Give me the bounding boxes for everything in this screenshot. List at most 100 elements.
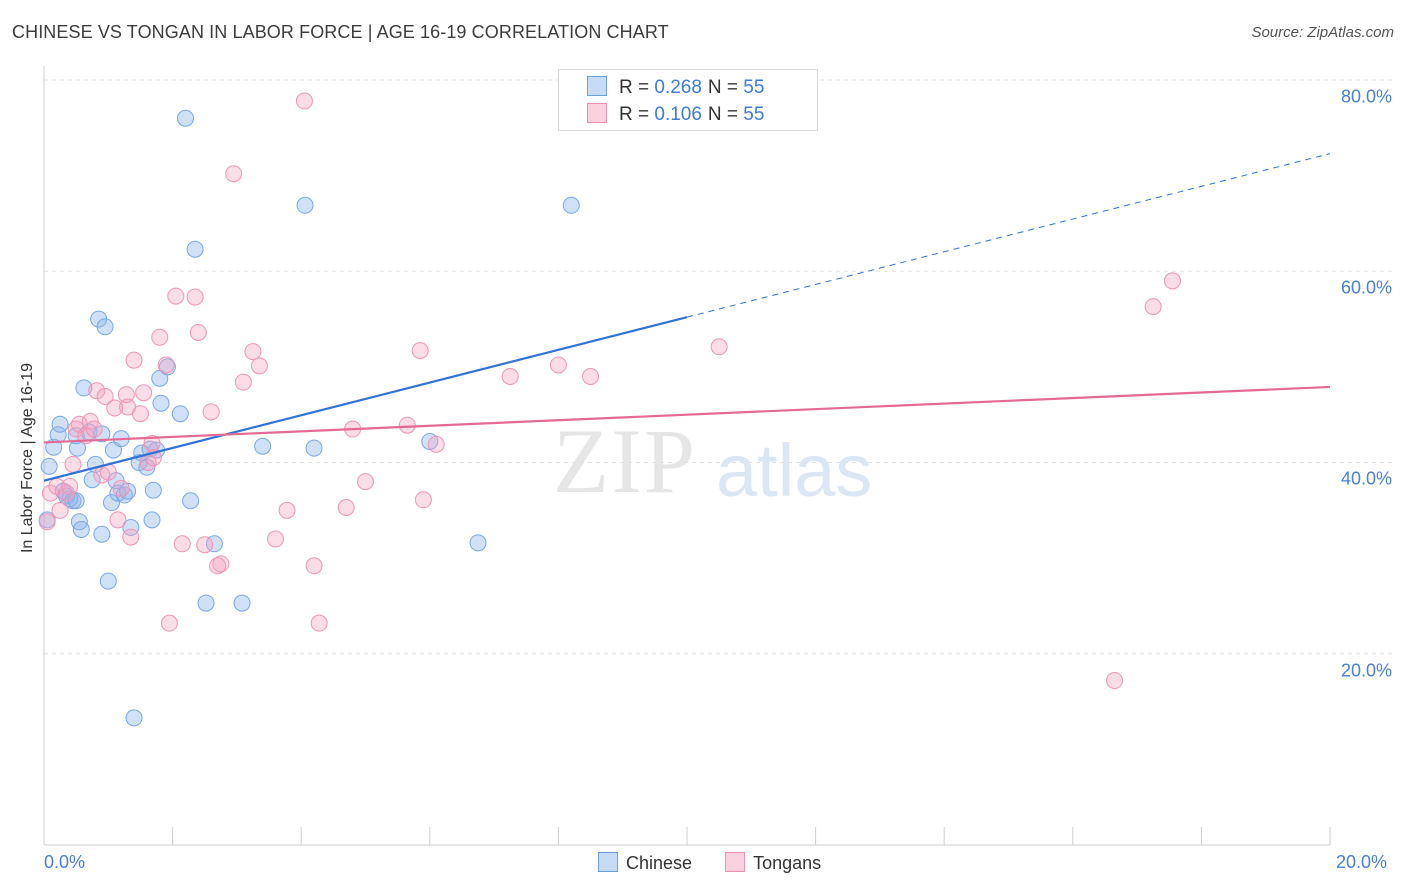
tongans-point (51, 501, 69, 519)
chinese-point (469, 534, 487, 552)
chinese-point (61, 490, 79, 508)
chinese-point (233, 594, 251, 612)
tongans-trend-line (43, 385, 1331, 444)
tongans-point (1163, 272, 1181, 290)
tongans-point (266, 530, 284, 548)
tongans-point (549, 356, 567, 374)
tongans-point (85, 420, 103, 438)
tongans-point (189, 323, 207, 341)
stats-legend: R = 0.268 N = 55 R = 0.106 N = 55 (558, 69, 818, 131)
tongans-point (398, 416, 416, 434)
tongans-point (357, 473, 374, 491)
chinese-point (186, 240, 204, 258)
legend-item-chinese[interactable]: Chinese (598, 852, 693, 873)
tongans-point (202, 403, 220, 421)
chinese-trend-line (43, 316, 688, 482)
tongans-point (196, 536, 214, 554)
tongans-point (212, 555, 230, 573)
watermark-atlas: atlas (716, 429, 873, 512)
watermark-zip: ZIP (553, 410, 697, 512)
tongans-point (244, 343, 262, 361)
chinese-point (254, 437, 272, 455)
legend-item-tongans[interactable]: Tongans (725, 852, 822, 873)
tongans-swatch (725, 852, 746, 872)
tongans-point (67, 420, 85, 438)
chinese-point (152, 394, 170, 412)
tongans-point (427, 435, 445, 453)
r-label: R = (619, 104, 655, 125)
chinese-point (296, 196, 314, 214)
chinese-point (182, 492, 200, 510)
x-tick-label-min: 0.0% (44, 852, 86, 872)
chinese-point (562, 196, 580, 214)
x-tick-label-max: 20.0% (1336, 852, 1388, 872)
tongans-point (305, 557, 323, 575)
legend-row-tongans: R = 0.106 N = 55 (587, 103, 764, 126)
chinese-point (96, 318, 114, 336)
tongans-point (209, 557, 227, 575)
tongans-point (143, 434, 161, 452)
y-tick-label-60: 60.0% (1340, 277, 1392, 298)
tongans-point (125, 351, 143, 369)
tongans-point (160, 614, 178, 632)
chinese-swatch (587, 76, 607, 96)
tongans-point (135, 384, 153, 402)
chinese-point (75, 379, 93, 397)
n-label: N = (707, 77, 744, 98)
n-label: N = (707, 104, 744, 125)
chart-title: CHINESE VS TONGAN IN LABOR FORCE | AGE 1… (12, 22, 669, 42)
r-label: R = (619, 77, 655, 98)
chinese-point (40, 457, 58, 475)
tongans-n-value: 55 (743, 104, 765, 125)
chinese-r-value: 0.268 (654, 77, 702, 98)
tongans-point (151, 328, 169, 346)
chinese-point (197, 594, 215, 612)
tongans-r-value: 0.106 (654, 104, 702, 125)
chinese-n-value: 55 (743, 77, 765, 98)
tongans-point (157, 356, 175, 374)
tongans-point (234, 373, 252, 391)
chinese-point (125, 709, 143, 727)
chinese-point (51, 415, 69, 433)
chinese-point (171, 405, 189, 423)
tongans-point (106, 399, 124, 417)
legend-label-chinese: Chinese (626, 853, 693, 873)
tongans-point (112, 479, 130, 497)
tongans-point (250, 357, 268, 375)
tongans-point (295, 92, 313, 110)
tongans-point (1144, 298, 1162, 316)
chart-source: Source: ZipAtlas.com (1251, 24, 1394, 41)
legend-label-tongans: Tongans (753, 853, 822, 873)
tongans-point (710, 338, 728, 356)
tongans-point (122, 528, 140, 546)
chinese-point (103, 494, 121, 512)
tongans-point (131, 405, 149, 423)
tongans-point (96, 388, 114, 406)
chinese-point (93, 525, 111, 543)
tongans-point (411, 342, 429, 360)
chinese-trend-extension (686, 153, 1331, 318)
tongans-point (337, 498, 355, 516)
tongans-point (81, 412, 99, 430)
tongans-point (88, 382, 106, 400)
tongans-point (109, 511, 127, 529)
chinese-point (99, 572, 117, 590)
chinese-point (72, 520, 90, 538)
chinese-point (143, 511, 161, 529)
tongans-swatch (587, 103, 607, 123)
tongans-point (117, 386, 135, 404)
chinese-point (305, 439, 323, 457)
y-tick-label-20: 20.0% (1340, 660, 1392, 681)
y-tick-label-80: 80.0% (1340, 86, 1392, 107)
tongans-point (61, 477, 79, 495)
chinese-point (144, 481, 162, 499)
tongans-point (501, 367, 519, 385)
tongans-point (582, 367, 600, 385)
tongans-point (186, 288, 204, 306)
tongans-point (173, 535, 191, 553)
chinese-point (176, 109, 194, 127)
chinese-point (122, 519, 140, 537)
tongans-point (167, 287, 185, 305)
series-legend: Chinese Tongans (598, 852, 849, 874)
